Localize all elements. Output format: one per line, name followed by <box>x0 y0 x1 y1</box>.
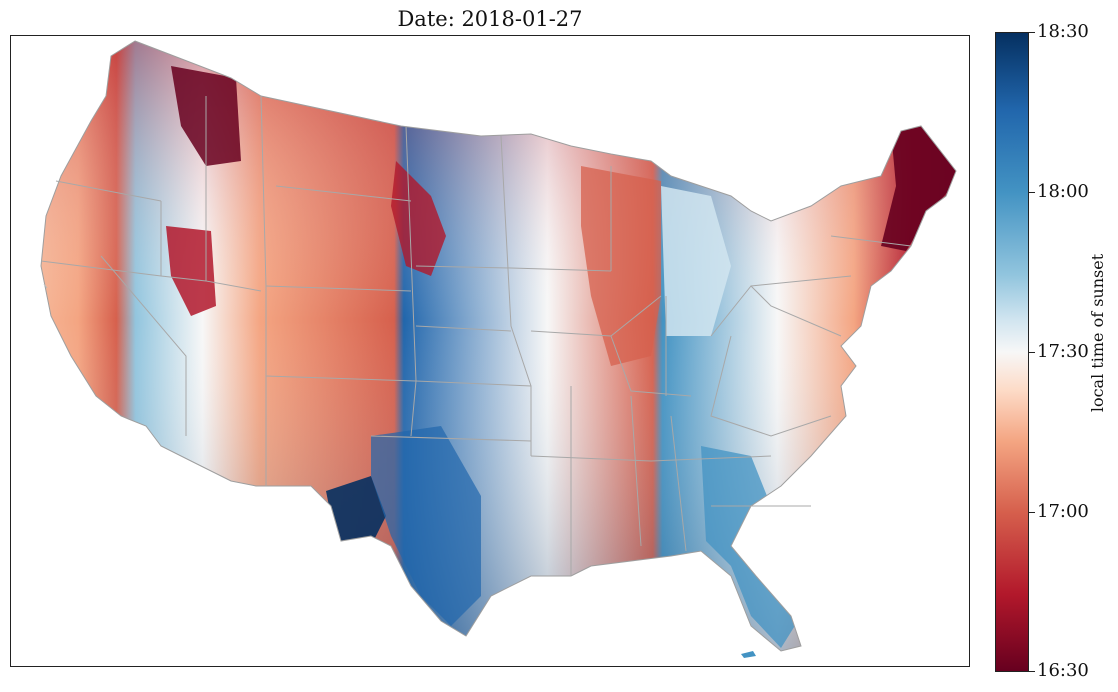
region-wisconsin <box>581 166 661 366</box>
colorbar-title: local time of sunset <box>1088 228 1108 438</box>
colorbar-gradient <box>996 33 1028 671</box>
colorbar-tick-label: 17:00 <box>1037 501 1089 522</box>
region-maine <box>881 126 956 251</box>
region-nevada <box>166 226 216 316</box>
channel-islands <box>43 283 48 289</box>
colorbar-tick-label: 17:30 <box>1037 341 1089 362</box>
colorbar-tick <box>1029 32 1035 33</box>
map-panel <box>10 35 970 667</box>
colorbar-tick-label: 18:00 <box>1037 181 1089 202</box>
colorbar-tick <box>1029 192 1035 193</box>
colorbar-tick <box>1029 671 1035 672</box>
choropleth-map <box>40 40 957 658</box>
colorbar-tick-label: 18:30 <box>1037 21 1089 42</box>
colorbar-tick <box>1029 352 1035 353</box>
map-title: Date: 2018-01-27 <box>397 7 583 31</box>
region-texas <box>371 426 481 626</box>
colorbar-tick-label: 16:30 <box>1037 660 1089 681</box>
map-fill <box>41 41 956 651</box>
colorbar-title-text: local time of sunset <box>1088 253 1107 413</box>
region-michigan <box>661 186 731 336</box>
colorbar-tick <box>1029 512 1035 513</box>
florida-keys <box>741 651 756 658</box>
region-dakota-edge <box>391 161 446 276</box>
national-border <box>40 40 957 652</box>
state-borders <box>40 95 912 576</box>
colorbar <box>995 32 1029 672</box>
